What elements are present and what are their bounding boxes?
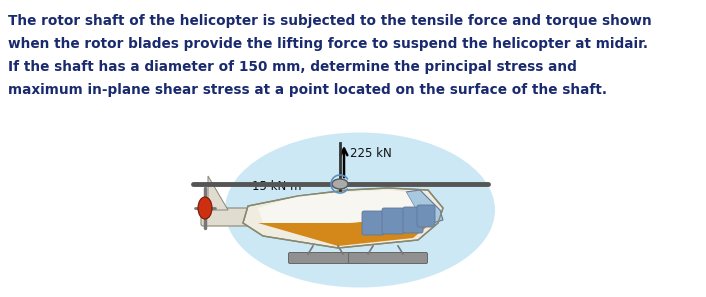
FancyBboxPatch shape: [201, 208, 335, 226]
FancyBboxPatch shape: [289, 252, 368, 263]
Ellipse shape: [225, 132, 495, 287]
FancyBboxPatch shape: [349, 252, 428, 263]
Ellipse shape: [198, 197, 212, 219]
FancyBboxPatch shape: [382, 208, 404, 234]
Text: If the shaft has a diameter of 150 mm, determine the principal stress and: If the shaft has a diameter of 150 mm, d…: [8, 60, 577, 74]
FancyBboxPatch shape: [362, 211, 384, 235]
Ellipse shape: [332, 179, 348, 189]
Polygon shape: [208, 176, 228, 210]
Text: 225 kN: 225 kN: [350, 147, 392, 160]
Polygon shape: [258, 213, 433, 246]
Text: 15 kN·m: 15 kN·m: [252, 179, 301, 192]
Polygon shape: [243, 188, 443, 248]
Polygon shape: [258, 190, 418, 223]
Polygon shape: [406, 190, 443, 223]
Text: The rotor shaft of the helicopter is subjected to the tensile force and torque s: The rotor shaft of the helicopter is sub…: [8, 14, 652, 28]
FancyBboxPatch shape: [403, 207, 423, 233]
Text: maximum in-plane shear stress at a point located on the surface of the shaft.: maximum in-plane shear stress at a point…: [8, 83, 607, 97]
FancyBboxPatch shape: [417, 205, 435, 227]
Text: when the rotor blades provide the lifting force to suspend the helicopter at mid: when the rotor blades provide the liftin…: [8, 37, 648, 51]
